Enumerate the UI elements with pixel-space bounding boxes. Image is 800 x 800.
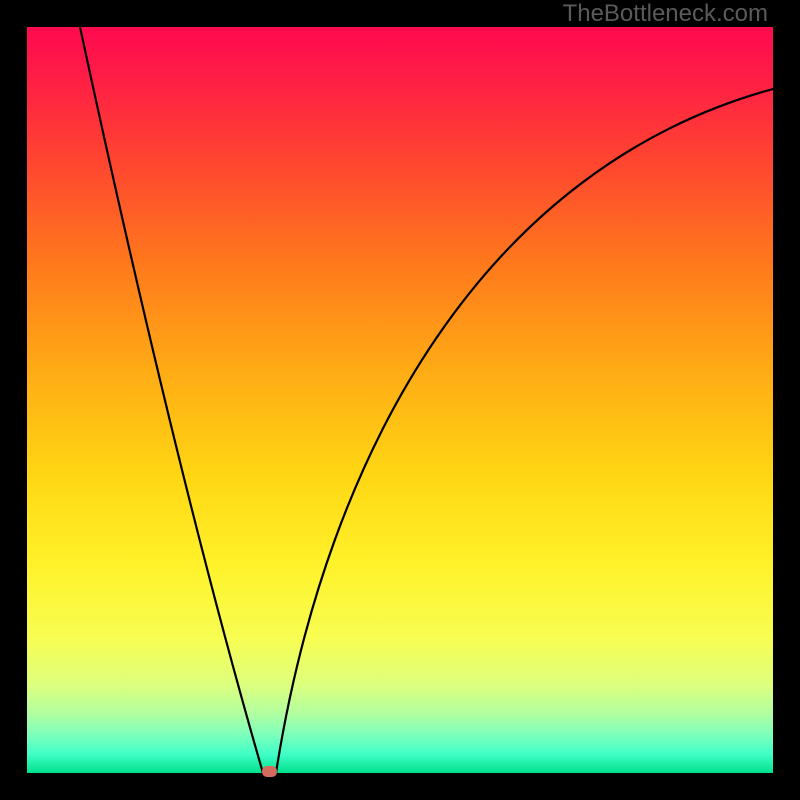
plot-area: [27, 27, 773, 773]
watermark-text: TheBottleneck.com: [563, 0, 768, 28]
chart-container: TheBottleneck.com: [0, 0, 800, 800]
optimum-marker: [262, 766, 277, 777]
bottleneck-curve: [27, 27, 773, 773]
curve-path: [80, 27, 773, 773]
